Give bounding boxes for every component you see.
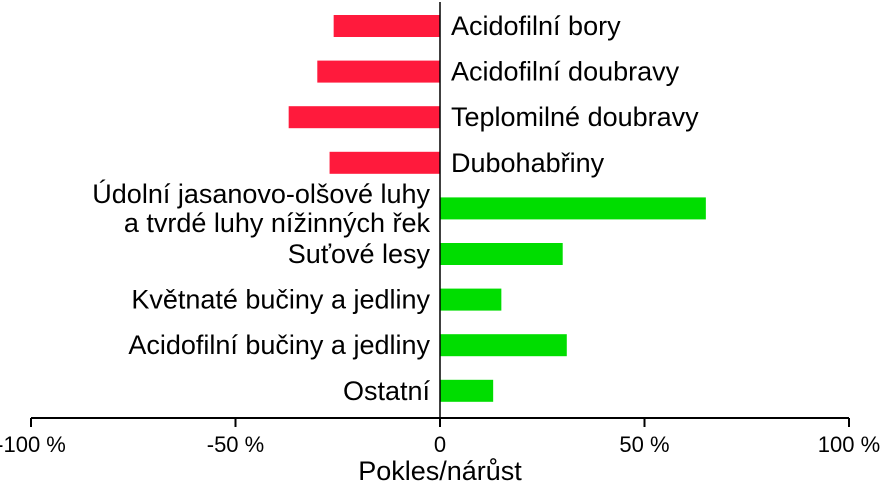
category-label-line: Acidofilní doubravy — [451, 57, 680, 87]
x-tick-label: 100 % — [818, 432, 880, 457]
bar — [440, 288, 502, 311]
category-label-line: Květnaté bučiny a jedliny — [131, 285, 430, 315]
category-label-line: Acidofilní bučiny a jedliny — [128, 330, 430, 360]
x-ticks-group: -100 % -50 % 0 50 % 100 % — [0, 418, 880, 457]
category-label-line: a tvrdé luhy nížinných řek — [124, 208, 431, 238]
x-tick-label: 50 % — [619, 432, 669, 457]
x-tick-label: -100 % — [0, 432, 66, 457]
category-label-line: Ostatní — [343, 376, 431, 406]
x-axis-title: Pokles/nárůst — [358, 456, 522, 484]
bar — [288, 106, 440, 129]
bar — [333, 15, 440, 37]
category-label: Ostatní — [343, 376, 431, 406]
category-labels-group: Acidofilní bory Acidofilní doubravy Teplom… — [92, 11, 699, 406]
category-label-line: Dubohabřiny — [451, 148, 605, 178]
bar — [317, 60, 440, 83]
category-label: Teplomilné doubravy — [451, 102, 699, 132]
bar — [440, 334, 567, 357]
category-label: Acidofilní bory — [451, 11, 621, 41]
category-label-line: Teplomilné doubravy — [451, 102, 699, 132]
bars-group — [288, 15, 706, 402]
category-label: Acidofilní doubravy — [451, 57, 680, 87]
category-label: Dubohabřiny — [451, 148, 605, 178]
category-label: Květnaté bučiny a jedliny — [131, 285, 430, 315]
x-tick-label: 0 — [434, 432, 446, 457]
category-label: Suťové lesy — [288, 239, 431, 269]
bar — [329, 151, 440, 174]
category-label: Údolní jasanovo-olšové luhy a tvrdé luhy … — [92, 178, 430, 238]
category-label-line: Suťové lesy — [288, 239, 431, 269]
bar — [440, 243, 563, 265]
bar — [440, 197, 706, 220]
category-label: Acidofilní bučiny a jedliny — [128, 330, 430, 360]
category-label-line: Acidofilní bory — [451, 11, 621, 41]
bar — [440, 379, 494, 402]
category-label-line: Údolní jasanovo-olšové luhy — [92, 178, 430, 209]
x-tick-label: -50 % — [207, 432, 264, 457]
